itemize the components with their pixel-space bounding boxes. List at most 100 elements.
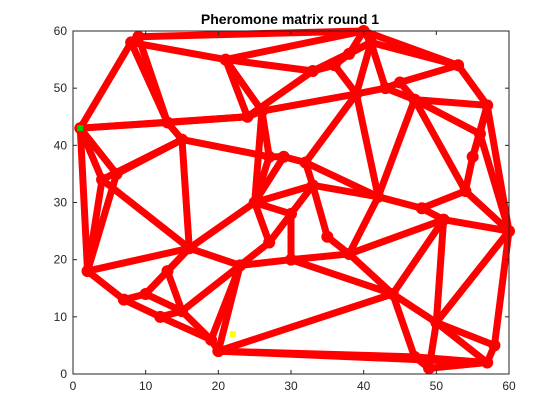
x-tick-label: 20 — [212, 379, 226, 393]
city-node — [110, 167, 123, 180]
pheromone-edge — [389, 290, 440, 327]
pheromone-edge — [345, 250, 397, 298]
pheromone-edge — [309, 181, 331, 241]
city-node — [430, 316, 443, 329]
city-node — [481, 99, 494, 112]
city-node — [299, 156, 312, 169]
y-tick-label: 30 — [54, 196, 68, 210]
city-node — [176, 133, 188, 146]
city-node — [473, 127, 486, 140]
pheromone-edge — [163, 113, 251, 126]
pheromone-edge — [352, 38, 375, 98]
city-node — [183, 242, 196, 255]
city-node — [212, 345, 225, 358]
city-node — [176, 305, 188, 318]
city-node — [386, 287, 399, 300]
pheromone-edge — [287, 250, 353, 264]
city-node — [132, 30, 145, 43]
y-tick-label: 50 — [54, 81, 68, 95]
pheromone-edges — [76, 27, 513, 372]
city-node — [154, 310, 167, 323]
pheromone-edge — [367, 38, 462, 69]
city-node — [466, 150, 479, 163]
pheromone-edge — [185, 244, 244, 269]
city-node — [364, 36, 377, 49]
city-node — [234, 259, 247, 272]
city-node — [415, 202, 428, 215]
pheromone-edge — [134, 33, 171, 126]
pheromone-edge — [127, 38, 230, 64]
pheromone-edge — [76, 38, 135, 132]
pheromone-edge — [185, 199, 259, 252]
city-node — [350, 87, 363, 100]
pheromone-edge — [178, 136, 273, 161]
city-node — [328, 59, 341, 72]
pheromone-edge — [345, 216, 448, 258]
y-tick-label: 20 — [54, 253, 68, 267]
pheromone-edge — [287, 256, 397, 298]
pheromone-edge — [76, 124, 92, 275]
route-markers — [77, 125, 236, 337]
pheromone-edge — [178, 136, 193, 252]
pheromone-edge — [178, 307, 215, 344]
city-node — [459, 185, 472, 198]
end-marker — [229, 330, 236, 337]
y-axis-ticks: 0 10 20 30 40 50 60 — [54, 24, 509, 381]
pheromone-edge — [411, 96, 469, 195]
pheromone-edge — [440, 216, 513, 235]
city-node — [263, 236, 276, 249]
city-node — [248, 196, 261, 209]
pheromone-edge — [84, 267, 128, 304]
pheromone-edge — [236, 256, 295, 269]
start-marker — [77, 125, 84, 132]
pheromone-edge — [222, 56, 317, 75]
pheromone-edge — [76, 124, 121, 178]
pheromone-edge — [411, 96, 484, 138]
x-tick-label: 40 — [357, 379, 371, 393]
pheromone-edge — [207, 261, 244, 344]
pheromone-edge — [396, 61, 462, 86]
city-node — [255, 105, 268, 118]
x-axis-ticks: 0 10 20 30 40 50 60 — [70, 31, 516, 393]
pheromone-edge — [251, 199, 295, 218]
city-node — [423, 362, 436, 375]
pheromone-edge — [251, 181, 317, 206]
city-node — [285, 253, 297, 266]
x-tick-label: 50 — [430, 379, 444, 393]
city-node — [488, 339, 501, 352]
city-node — [306, 179, 319, 192]
pheromone-edge — [98, 176, 193, 252]
y-tick-label: 0 — [60, 367, 67, 381]
x-tick-label: 60 — [502, 379, 516, 393]
city-node — [96, 173, 109, 186]
pheromone-edge — [84, 244, 193, 275]
pheromone-edge — [461, 187, 513, 235]
city-node — [408, 350, 421, 363]
pheromone-edge — [163, 267, 186, 315]
pheromone-edge — [178, 261, 244, 315]
pheromone-edge — [302, 158, 382, 201]
pheromone-edge — [389, 216, 448, 298]
chart-title: Pheromone matrix round 1 — [201, 11, 379, 27]
pheromone-edge — [454, 61, 491, 109]
pheromone-edge — [345, 193, 382, 258]
city-node — [306, 65, 319, 78]
city-node — [437, 213, 450, 226]
city-node — [321, 230, 334, 243]
pheromone-edge — [352, 90, 382, 201]
y-tick-label: 60 — [54, 24, 68, 38]
pheromone-edge — [251, 153, 288, 206]
pheromone-edge — [214, 290, 397, 355]
city-node — [219, 53, 232, 66]
city-node — [372, 190, 385, 203]
city-node — [452, 59, 465, 72]
pheromone-edge — [374, 96, 419, 201]
x-tick-label: 30 — [284, 379, 298, 393]
x-tick-label: 0 — [70, 379, 77, 393]
city-node — [343, 47, 356, 60]
pheromone-edge — [222, 56, 266, 115]
pheromone-edge — [432, 227, 513, 327]
pheromone-edge — [258, 90, 360, 115]
pheromone-edge — [309, 181, 382, 201]
y-tick-label: 10 — [54, 310, 68, 324]
